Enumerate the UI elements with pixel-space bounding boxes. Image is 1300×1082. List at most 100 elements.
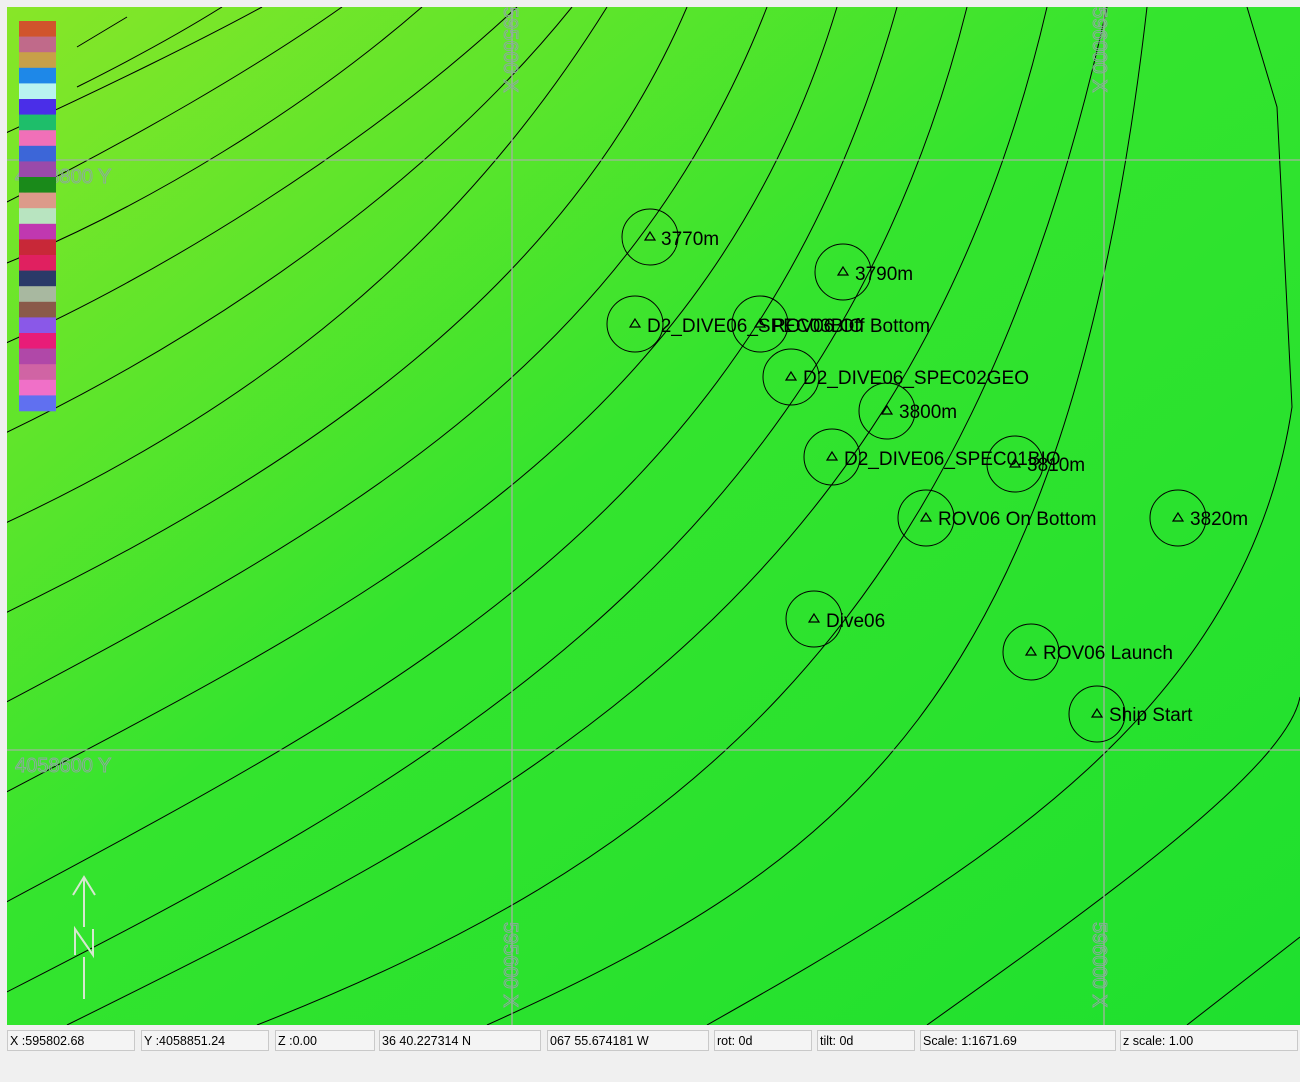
status-y: Y :4058851.24 [141,1030,269,1051]
contour-line [7,7,688,613]
waypoint-label: ROV06 Off Bottom [772,316,930,337]
legend-swatch [19,130,56,147]
waypoint-icon [628,317,642,328]
waypoint-marker[interactable]: D2_DIVE06_SPEC01BIO [803,428,1061,486]
waypoint-layer[interactable]: 3770m 3790m D2_DIVE06_SPEC03BIO ROV06 Of… [606,208,1248,743]
grid-label-x-top-left: 595600 X [499,7,521,93]
legend-swatch [19,52,56,69]
contour-line [7,7,968,993]
legend-swatch [19,145,56,162]
legend-swatch [19,239,56,256]
waypoint-label: 3810m [1027,455,1085,476]
legend-swatch [19,83,56,100]
contour-line [7,7,898,903]
contour-line [256,7,1108,1025]
grid-label-x-bottom-right: 596000 X [1088,922,1110,1008]
waypoint-label: Dive06 [826,611,885,632]
legend-swatch [19,348,56,365]
grid-label-y-lower: 4058600 Y [15,755,111,777]
status-latitude: 36 40.227314 N [379,1030,541,1051]
waypoint-icon [1090,707,1104,718]
waypoint-marker[interactable]: 3820m [1149,489,1248,547]
contour-line [486,7,1148,1025]
map-canvas[interactable]: 595600 X 596000 X 595600 X 596000 X 4058… [7,7,1300,1025]
waypoint-icon [836,265,850,276]
contour-line [1186,936,1300,1025]
north-arrow-icon [72,875,96,999]
legend-swatch [19,395,56,412]
contour-line [7,7,768,703]
waypoint-marker[interactable]: ROV06 Off Bottom [731,295,930,353]
waypoint-icon [919,511,933,522]
waypoint-marker[interactable]: ROV06 Launch [1002,623,1173,681]
legend-swatch [19,177,56,193]
contour-line [7,7,838,793]
status-longitude: 067 55.674181 W [547,1030,709,1051]
waypoint-label: 3790m [855,264,913,285]
waypoint-label: 3820m [1190,509,1248,530]
waypoint-label: Ship Start [1109,705,1193,726]
status-tilt: tilt: 0d [817,1030,915,1051]
legend-swatch [19,67,56,84]
waypoint-marker[interactable]: D2_DIVE06_SPEC02GEO [762,348,1029,406]
contour-line [7,7,573,433]
status-bar: X :595802.68 Y :4058851.24 Z :0.00 36 40… [7,1027,1300,1054]
waypoint-icon [807,612,821,623]
status-scale: Scale: 1:1671.69 [920,1030,1116,1051]
color-legend [19,21,56,412]
contour-line [76,7,223,88]
waypoint-icon [880,404,894,415]
status-z: Z :0.00 [275,1030,375,1051]
waypoint-icon [825,450,839,461]
legend-swatch [19,192,56,209]
waypoint-icon [1008,457,1022,468]
legend-swatch [19,114,56,131]
legend-swatch [19,333,56,349]
waypoint-label: 3800m [899,402,957,423]
waypoint-marker[interactable]: 3800m [858,382,957,440]
grid-label-x-bottom-left: 595600 X [499,922,521,1008]
legend-swatch [19,161,56,178]
legend-swatch [19,99,56,115]
waypoint-label: ROV06 Launch [1043,643,1173,664]
legend-swatch [19,364,56,381]
legend-swatch [19,21,56,37]
legend-swatch [19,270,56,287]
legend-swatch [19,379,56,396]
legend-swatch [19,286,56,303]
waypoint-marker[interactable]: 3790m [814,243,913,301]
status-rotation: rot: 0d [714,1030,812,1051]
status-z-scale: z scale: 1.00 [1120,1030,1298,1051]
legend-swatch [19,301,56,318]
waypoint-icon [784,370,798,381]
waypoint-icon [1171,511,1185,522]
bathymetry-surface [7,7,1300,1025]
legend-swatch [19,255,56,271]
waypoint-marker[interactable]: Ship Start [1068,685,1193,743]
contour-line [76,16,128,48]
waypoint-marker[interactable]: ROV06 On Bottom [897,489,1096,547]
grid-label-x-top-right: 596000 X [1088,7,1110,93]
legend-swatch [19,36,56,53]
waypoint-label: ROV06 On Bottom [938,509,1096,530]
waypoint-marker[interactable]: 3810m [986,435,1085,493]
waypoint-icon [1024,645,1038,656]
contour-line [926,696,1300,1025]
waypoint-icon [643,230,657,241]
contour-line [66,7,1048,1025]
legend-swatch [19,208,56,225]
map-view[interactable]: 595600 X 596000 X 595600 X 596000 X 4058… [7,7,1300,1025]
waypoint-marker[interactable]: Dive06 [785,590,885,648]
legend-swatch [19,223,56,240]
waypoint-label: D2_DIVE06_SPEC01BIO [844,449,1061,470]
waypoint-marker[interactable]: 3770m [621,208,719,266]
status-x: X :595802.68 [7,1030,135,1051]
contour-line [7,7,423,264]
contour-line [7,7,518,344]
waypoint-icon [753,317,767,328]
waypoint-label: D2_DIVE06_SPEC02GEO [803,368,1029,389]
legend-swatch [19,317,56,334]
contour-line [7,7,608,523]
waypoint-label: 3770m [661,229,719,250]
coordinate-grid [7,7,1300,1025]
